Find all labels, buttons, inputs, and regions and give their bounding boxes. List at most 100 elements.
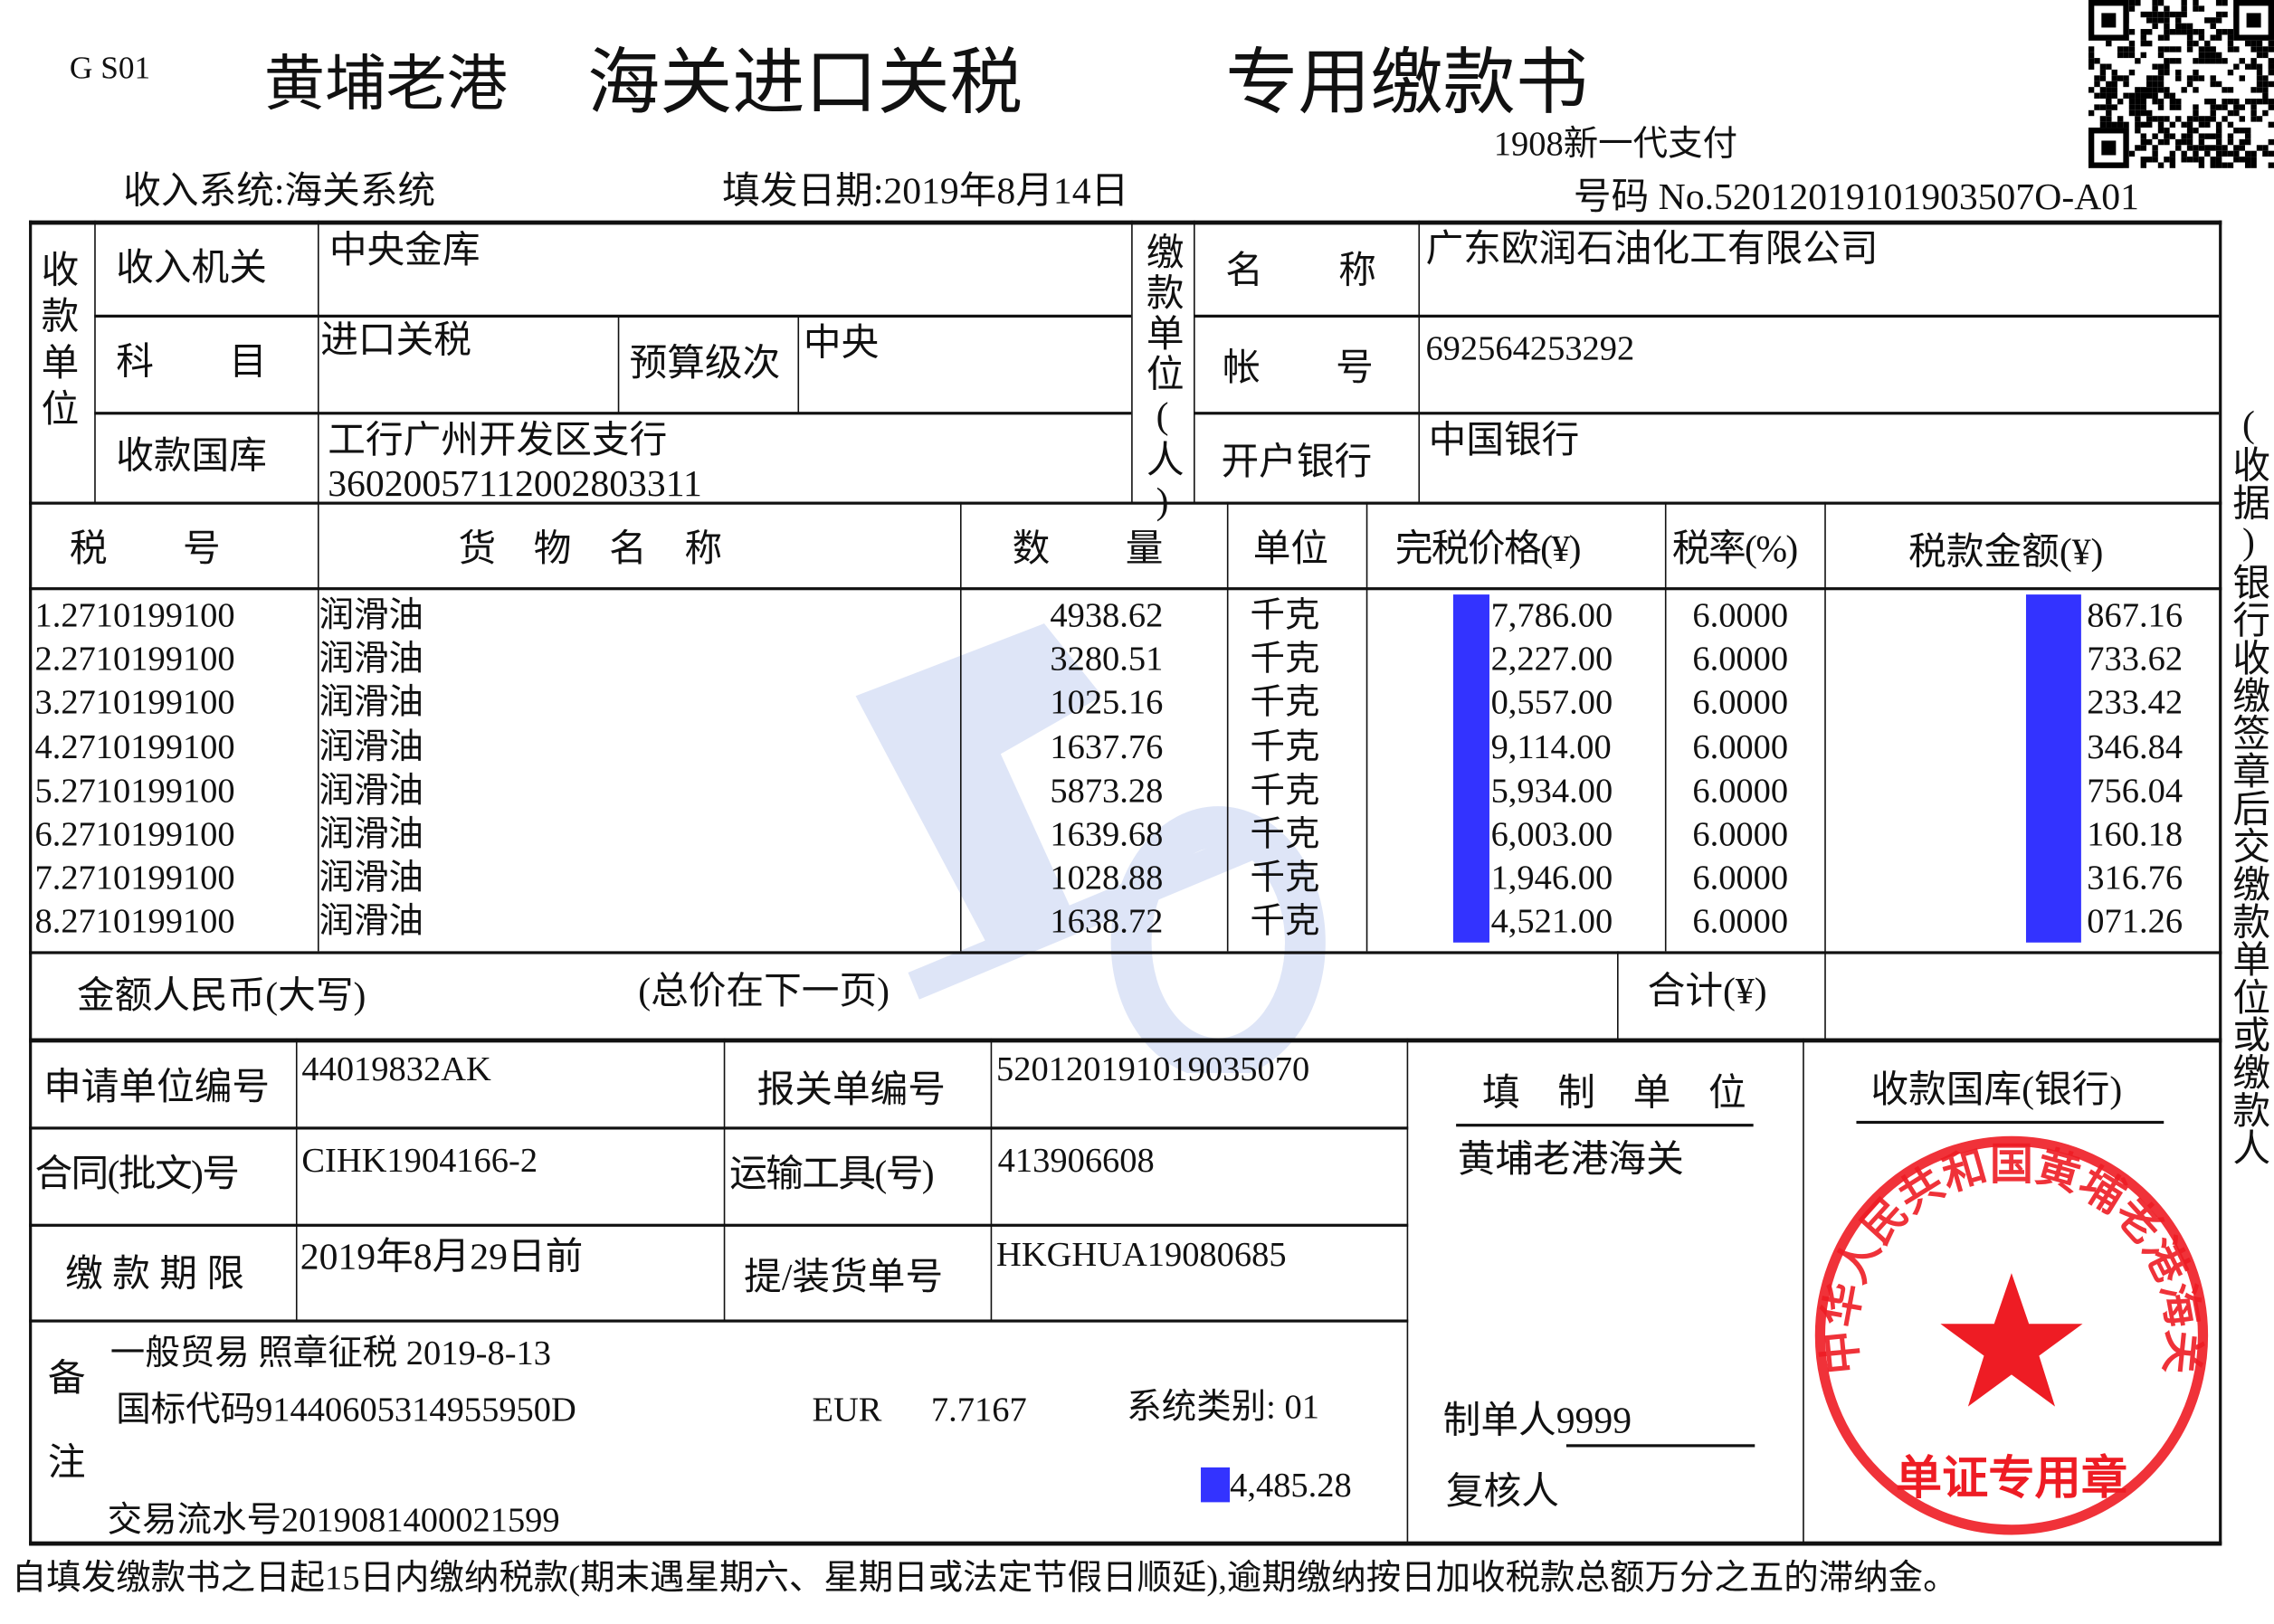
cell-rate: 6.0000 [1692, 685, 1789, 723]
cell-amount: 756.04 [2087, 772, 2184, 811]
contract-label: 合同(批文)号 [34, 1153, 240, 1195]
watermark-emblem [855, 623, 1326, 1073]
payer-bank-label: 开户银行 [1221, 441, 1373, 483]
remarks-label: 注 [47, 1441, 86, 1484]
redaction-block [1452, 594, 1489, 943]
footer-note: 自填发缴款书之日起15日内缴纳税款(期末遇星期六、星期日或法定节假日顺延),逾期… [11, 1560, 1958, 1599]
remarks-amount: 4,485.28 [1230, 1467, 1352, 1505]
bill-label: 提/装货单号 [744, 1255, 944, 1298]
cell-goods-name: 润滑油 [319, 772, 423, 811]
cell-amount: 160.18 [2087, 816, 2184, 854]
cell-goods-name: 润滑油 [319, 685, 423, 723]
agency-value: 中央金库 [328, 229, 480, 271]
cell-unit: 千克 [1250, 597, 1320, 635]
payer-account-label: 帐 号 [1223, 347, 1374, 389]
cell-unit: 千克 [1250, 641, 1320, 679]
cell-unit: 千克 [1250, 728, 1320, 767]
preparer: 制单人9999 [1442, 1399, 1632, 1442]
cell-price: 6,003.00 [1490, 816, 1613, 854]
cell-rate: 6.0000 [1692, 772, 1789, 811]
table-border [2219, 220, 2222, 1544]
payer-bank-value: 中国银行 [1428, 419, 1580, 461]
cell-quantity: 4938.62 [1050, 597, 1164, 635]
cell-tax-code: 4.2710199100 [34, 728, 235, 767]
cell-quantity: 5873.28 [1050, 772, 1164, 811]
cell-rate: 6.0000 [1692, 728, 1789, 767]
treasury-account: 36020057112002803311 [328, 462, 702, 505]
declaration-no-value: 520120191019035070 [996, 1050, 1310, 1089]
treasury-label: 收款国库 [116, 434, 267, 478]
payer-name-label: 名 称 [1225, 249, 1376, 292]
cell-rate: 6.0000 [1692, 859, 1789, 898]
cell-amount: 233.42 [2087, 685, 2184, 723]
agency-label: 收入机关 [116, 246, 267, 289]
cell-rate: 6.0000 [1692, 904, 1789, 942]
col-header-unit: 单位 [1252, 527, 1329, 570]
cell-price: 4,521.00 [1490, 904, 1613, 942]
cell-price: 9,114.00 [1490, 728, 1612, 767]
document-number: 号码 No.52012019101903507O-A01 [1573, 175, 2139, 218]
cell-tax-code: 2.2710199100 [34, 641, 235, 679]
treasury-value: 工行广州开发区支行 [328, 419, 668, 461]
cell-unit: 千克 [1250, 904, 1320, 942]
subject-value: 进口关税 [320, 318, 471, 362]
amount-words-label: 金额人民币(大写) [76, 974, 366, 1017]
issuer-name: 黄埔老港海关 [1457, 1138, 1684, 1181]
remarks-currency: EUR [812, 1391, 882, 1430]
total-label: 合计(¥) [1647, 970, 1767, 1012]
cell-goods-name: 润滑油 [319, 597, 423, 635]
cell-tax-code: 7.2710199100 [34, 859, 235, 898]
cell-price: 0,557.00 [1490, 685, 1613, 723]
col-header-goods: 货 物 名 称 [458, 527, 723, 570]
remarks-system-type: 系统类别: 01 [1127, 1389, 1319, 1428]
cell-amount: 071.26 [2087, 904, 2184, 942]
cell-amount: 733.62 [2087, 641, 2184, 679]
cell-rate: 6.0000 [1692, 816, 1789, 854]
side-note: (收据)银行收缴签章后交缴款单位或缴款人 [2227, 403, 2270, 1166]
deadline-label: 缴 款 期 限 [65, 1252, 245, 1296]
reviewer: 复核人 [1445, 1470, 1559, 1513]
cell-quantity: 1638.72 [1050, 904, 1164, 942]
payer-account-value: 692564253292 [1425, 330, 1635, 369]
payer-name-value: 广东欧润石油化工有限公司 [1425, 227, 1879, 271]
bill-value: HKGHUA19080685 [996, 1237, 1287, 1275]
issuer-label: 填 制 单 位 [1481, 1071, 1746, 1114]
col-header-tax-code: 税 号 [69, 527, 221, 570]
cell-price: 7,786.00 [1490, 597, 1613, 635]
cell-unit: 千克 [1250, 685, 1320, 723]
cell-amount: 316.76 [2087, 859, 2184, 898]
remarks-exchange-rate: 7.7167 [930, 1391, 1027, 1430]
cell-quantity: 1637.76 [1050, 728, 1164, 767]
cell-goods-name: 润滑油 [319, 904, 423, 942]
cell-tax-code: 8.2710199100 [34, 904, 235, 942]
seal-bottom-text: 单证专用章 [1896, 1451, 2127, 1505]
cell-unit: 千克 [1250, 772, 1320, 811]
cell-amount: 346.84 [2087, 728, 2184, 767]
remarks-trade: 一般贸易 照章征税 2019-8-13 [109, 1335, 552, 1373]
cell-rate: 6.0000 [1692, 597, 1789, 635]
form-code: G S01 [69, 49, 151, 86]
redaction-block [2025, 594, 2081, 943]
applicant-code-label: 申请单位编号 [43, 1065, 271, 1108]
cell-quantity: 3280.51 [1050, 641, 1164, 679]
cell-tax-code: 3.2710199100 [34, 685, 235, 723]
cell-quantity: 1639.68 [1050, 816, 1164, 854]
col-header-price: 完税价格(¥) [1394, 527, 1582, 570]
cell-tax-code: 6.2710199100 [34, 816, 235, 854]
cell-price: 5,934.00 [1490, 772, 1613, 811]
cell-rate: 6.0000 [1692, 641, 1789, 679]
redaction-block [1201, 1467, 1231, 1503]
cell-goods-name: 润滑油 [319, 728, 423, 767]
payer-section-label: 缴款单位(人) [1141, 232, 1184, 526]
pay-system: 1908新一代支付 [1493, 126, 1738, 165]
cell-quantity: 1028.88 [1050, 859, 1164, 898]
cell-tax-code: 5.2710199100 [34, 772, 235, 811]
official-seal: 中华人民共和国黄埔老港海关 单证专用章 [1814, 1135, 2209, 1535]
table-border [29, 220, 2222, 225]
cell-goods-name: 润滑油 [319, 859, 423, 898]
deadline-value: 2019年8月29日前 [300, 1235, 584, 1277]
col-header-amount: 税款金额(¥) [1908, 530, 2104, 574]
cell-goods-name: 润滑油 [319, 641, 423, 679]
cell-price: 1,946.00 [1490, 859, 1613, 898]
col-header-quantity: 数 量 [1012, 527, 1164, 570]
